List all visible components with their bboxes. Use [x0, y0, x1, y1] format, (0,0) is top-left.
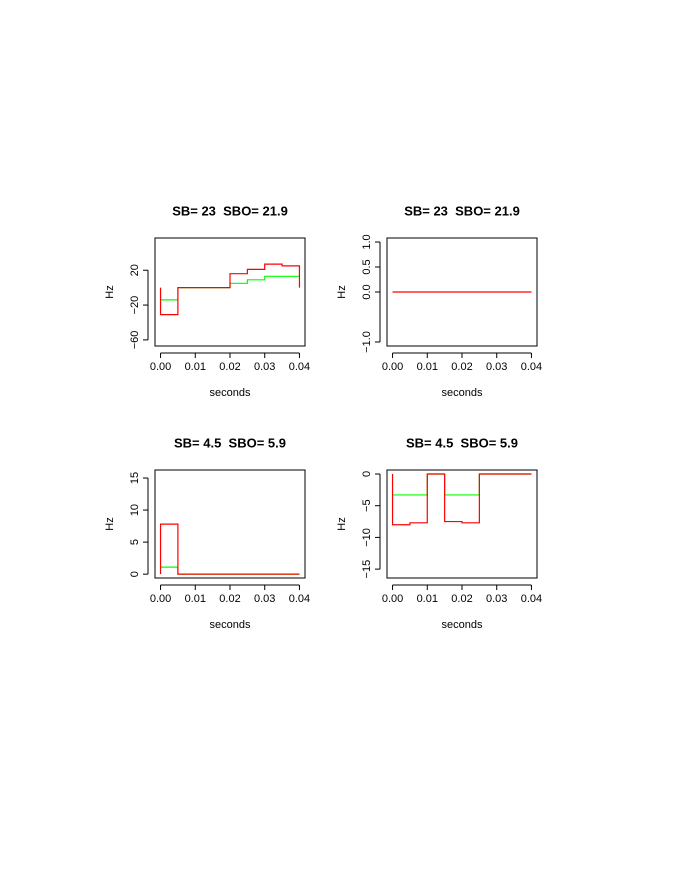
- x-tick-label: 0.04: [521, 593, 542, 605]
- x-tick-label: 0.03: [486, 593, 507, 605]
- x-tick-label: 0.00: [382, 593, 403, 605]
- y-axis-label: Hz: [104, 517, 116, 530]
- y-tick-label: −1.0: [361, 331, 373, 353]
- y-tick-label: 0.5: [361, 259, 373, 274]
- step-line: [392, 473, 532, 496]
- x-axis-label: seconds: [210, 619, 251, 631]
- y-axis-label: Hz: [104, 285, 116, 298]
- y-axis-label: Hz: [336, 285, 348, 298]
- y-tick-label: −20: [129, 296, 141, 315]
- plot-frame: [386, 469, 538, 579]
- x-tick-label: 0.04: [289, 361, 310, 373]
- plot-frame: [154, 469, 306, 579]
- step-line: [391, 473, 532, 526]
- x-tick-label: 0.03: [486, 361, 507, 373]
- y-tick-label: −5: [361, 499, 373, 512]
- x-tick-label: 0.04: [521, 361, 542, 373]
- y-tick-label: 20: [129, 264, 141, 276]
- plot-frame: [154, 237, 306, 347]
- x-tick-label: 0.02: [451, 361, 472, 373]
- y-tick-label: 15: [129, 472, 141, 484]
- chart-title: SB= 23 SBO= 21.9: [172, 203, 288, 218]
- y-tick-label: −10: [361, 528, 373, 547]
- x-axis-label: seconds: [442, 387, 483, 399]
- plot-frame: [386, 237, 538, 347]
- x-tick-label: 0.01: [417, 361, 438, 373]
- x-tick-label: 0.00: [150, 361, 171, 373]
- y-tick-label: 1.0: [361, 234, 373, 249]
- chart-title: SB= 23 SBO= 21.9: [404, 203, 520, 218]
- x-axis-label: seconds: [442, 619, 483, 631]
- x-tick-label: 0.00: [382, 361, 403, 373]
- x-tick-label: 0.02: [451, 593, 472, 605]
- y-tick-label: 10: [129, 504, 141, 516]
- x-tick-label: 0.03: [254, 361, 275, 373]
- y-tick-label: 0: [129, 571, 141, 577]
- x-tick-label: 0.02: [219, 593, 240, 605]
- chart-title: SB= 4.5 SBO= 5.9: [406, 435, 518, 450]
- x-tick-label: 0.00: [150, 593, 171, 605]
- y-tick-label: −15: [361, 560, 373, 579]
- x-tick-label: 0.04: [289, 593, 310, 605]
- x-tick-label: 0.01: [417, 593, 438, 605]
- x-axis-label: seconds: [210, 387, 251, 399]
- x-tick-label: 0.02: [219, 361, 240, 373]
- step-line: [160, 566, 300, 575]
- y-tick-label: −60: [129, 331, 141, 350]
- step-line: [159, 263, 301, 316]
- x-tick-label: 0.01: [185, 361, 206, 373]
- step-line: [159, 523, 300, 575]
- y-tick-label: 0: [361, 471, 373, 477]
- y-tick-label: 0.0: [361, 284, 373, 299]
- x-tick-label: 0.03: [254, 593, 275, 605]
- x-tick-label: 0.01: [185, 593, 206, 605]
- y-tick-label: 5: [129, 539, 141, 545]
- y-axis-label: Hz: [336, 517, 348, 530]
- chart-title: SB= 4.5 SBO= 5.9: [174, 435, 286, 450]
